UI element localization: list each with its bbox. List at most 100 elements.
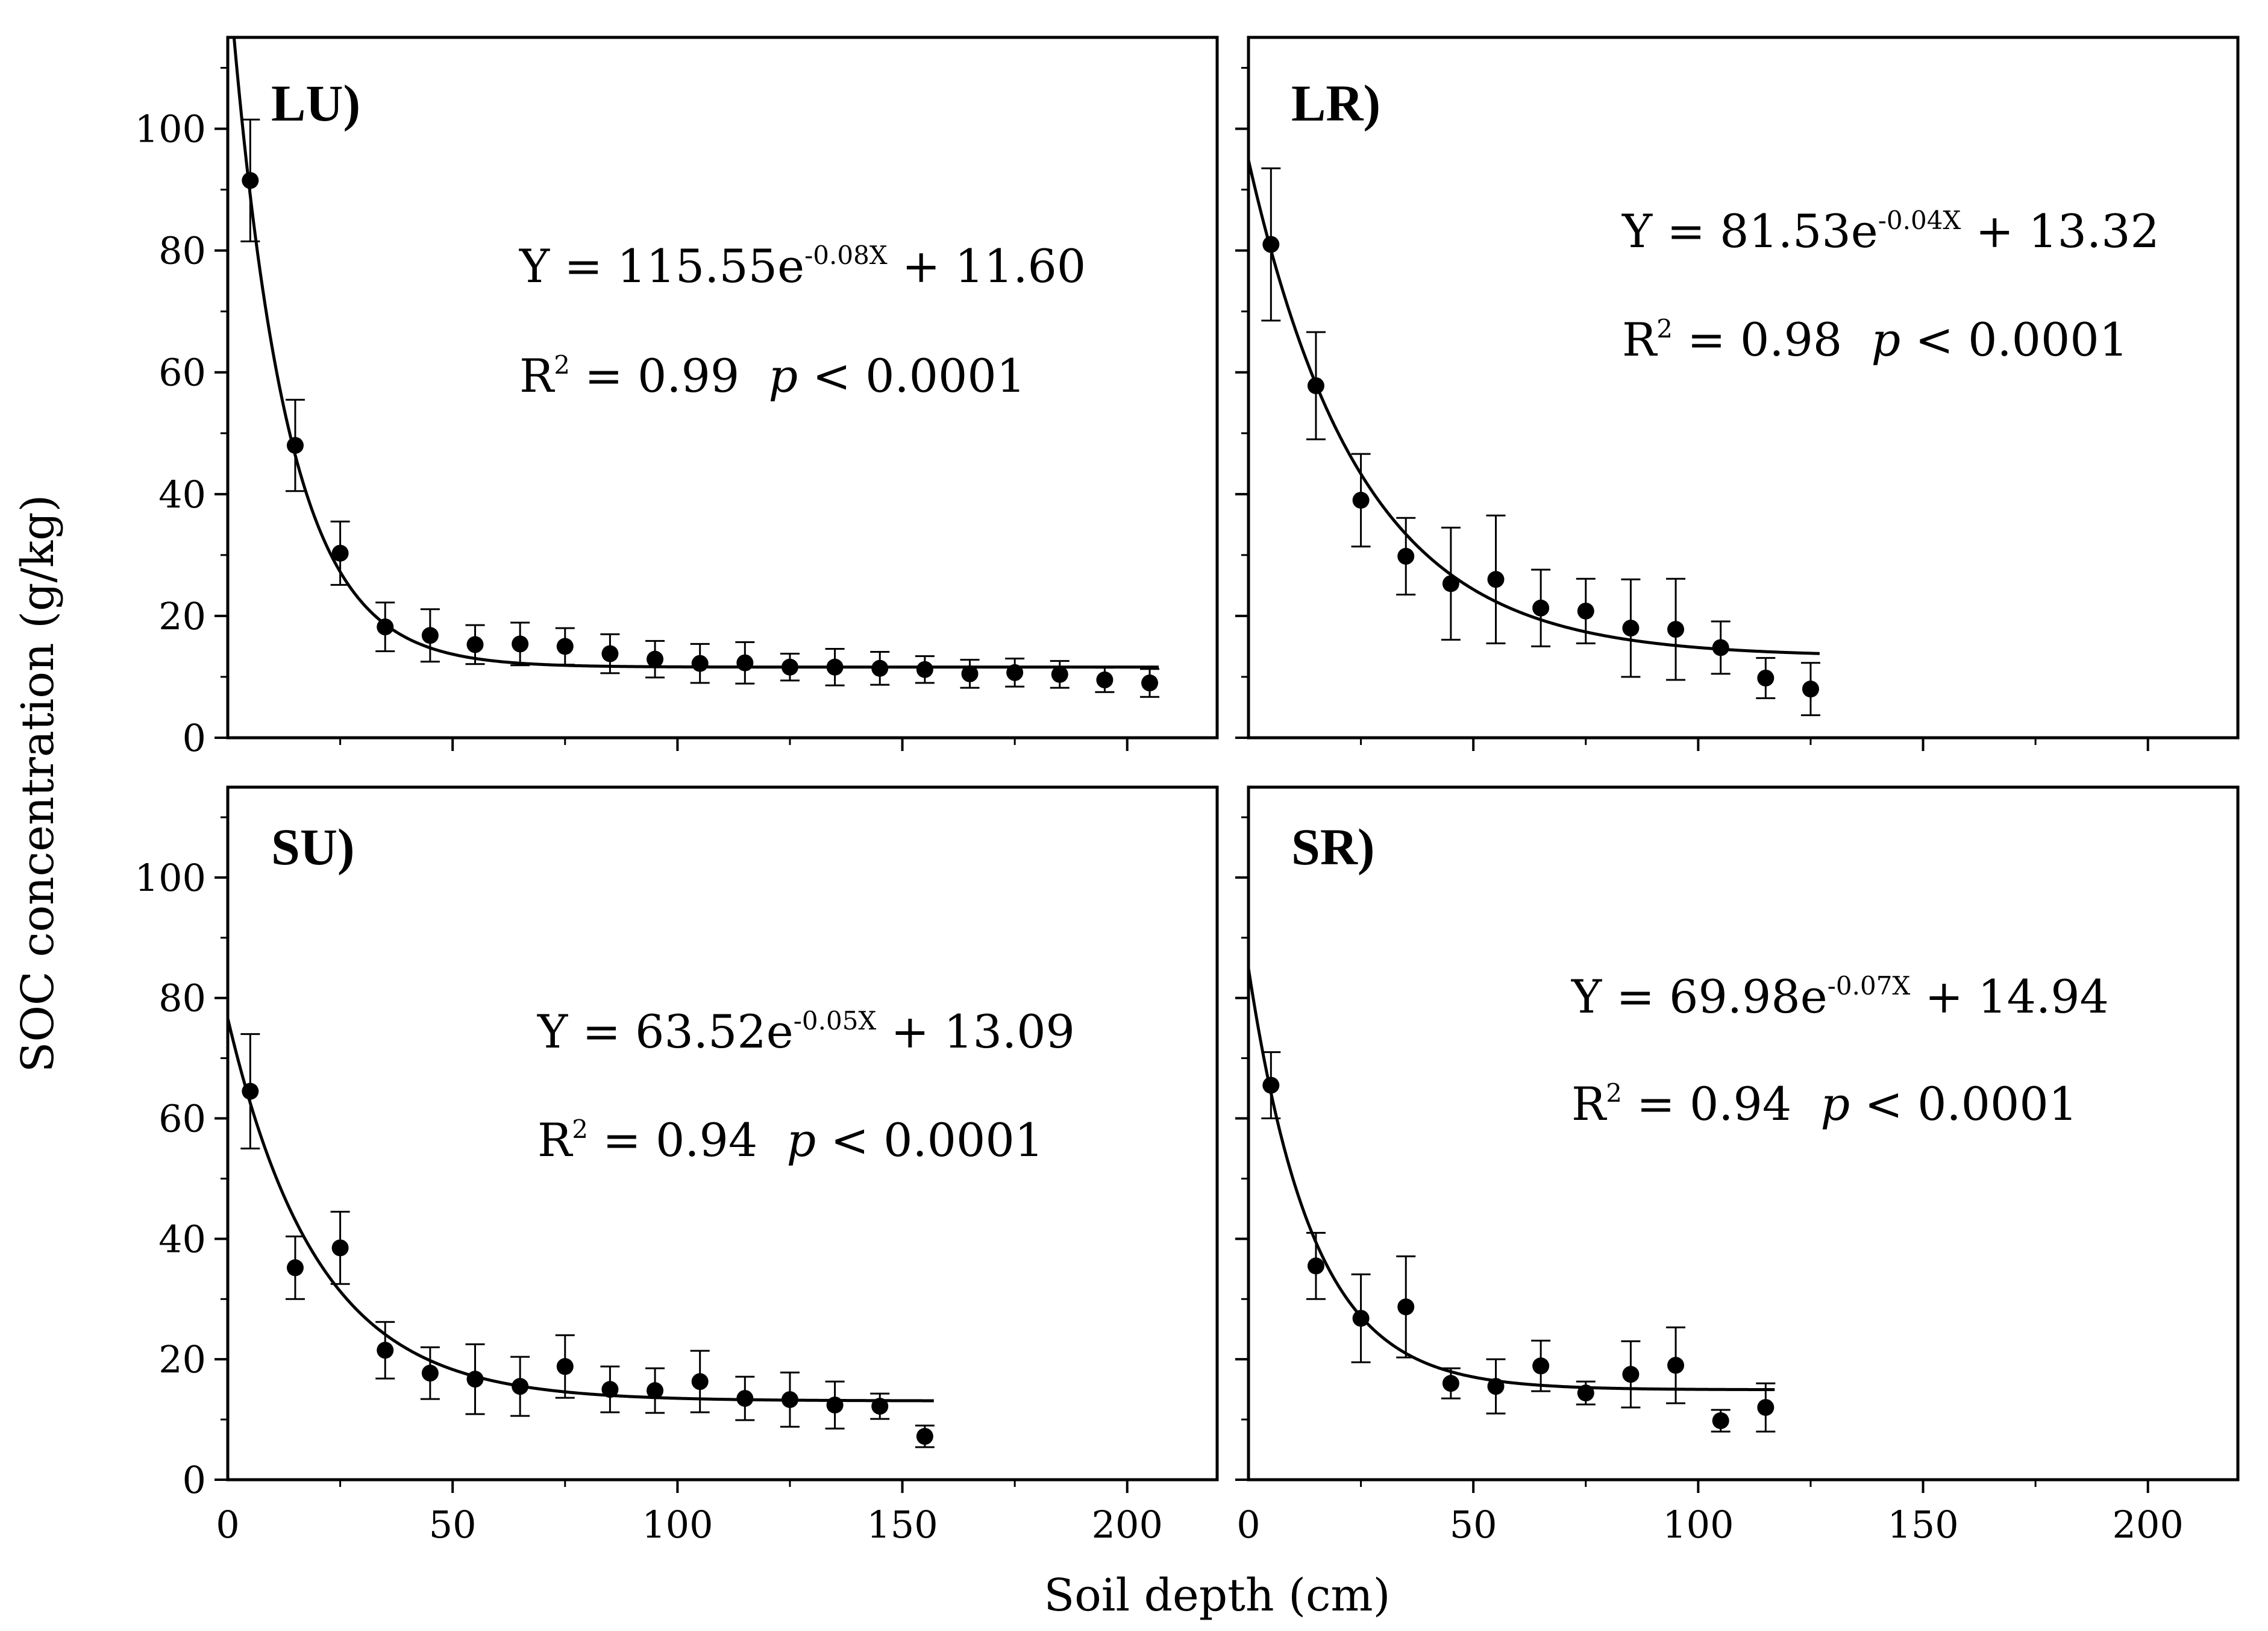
data-point <box>1487 571 1505 588</box>
plot-frame <box>1247 36 2240 740</box>
data-point <box>1757 1399 1775 1416</box>
fit-equation: Y = 63.52e-0.05X + 13.09 <box>537 1005 1075 1058</box>
data-point <box>331 1239 349 1257</box>
y-tick-label: 80 <box>158 976 206 1020</box>
x-tick-label: 200 <box>1092 1503 1163 1547</box>
data-point <box>1397 547 1415 565</box>
data-point <box>1006 664 1024 681</box>
equation-exponent: -0.07X <box>1828 971 1911 1001</box>
data-point <box>1757 669 1775 687</box>
r-squared-value: = 0.94 <box>588 1113 757 1167</box>
data-point <box>1262 236 1280 253</box>
y-tick-label: 60 <box>158 1097 206 1141</box>
fit-curve <box>228 1017 934 1403</box>
data-point <box>1577 602 1594 620</box>
x-tick-label: 0 <box>1236 1503 1260 1547</box>
data-point <box>871 1398 889 1415</box>
panel-label: SU) <box>271 818 355 876</box>
r-squared-symbol: R <box>1571 1077 1608 1131</box>
fit-statistics: R2 = 0.94 p < 0.0001 <box>1571 1077 2078 1131</box>
p-value: < 0.0001 <box>816 1113 1044 1167</box>
y-tick-label: 20 <box>158 1337 206 1381</box>
r-squared-value: = 0.99 <box>570 349 739 403</box>
x-tick-label: 50 <box>429 1503 477 1547</box>
equation-exponent: -0.08X <box>804 240 888 270</box>
x-tick-label: 0 <box>216 1503 239 1547</box>
data-point <box>1667 1357 1685 1374</box>
data-point <box>1802 680 1819 698</box>
x-tick-label: 150 <box>866 1503 938 1547</box>
equation-exponent: -0.04X <box>1878 206 1961 235</box>
panel-label: SR) <box>1291 818 1375 876</box>
p-symbol: p <box>1821 1077 1850 1131</box>
x-tick-label: 150 <box>1887 1503 1958 1547</box>
fit-equation: Y = 115.55e-0.08X + 11.60 <box>519 239 1086 293</box>
data-point <box>826 1397 844 1414</box>
panel-bottom-right: 0 50 100 150 200 SR) Y = 69.98e-0.07X + 14.94 R… <box>1235 785 2240 1547</box>
y-tick-label: 20 <box>158 594 206 638</box>
data-point <box>1442 575 1459 592</box>
data-point <box>1532 1357 1550 1375</box>
plot-frame <box>1247 785 2240 1482</box>
x-tick-label: 100 <box>642 1503 713 1547</box>
data-point <box>647 650 664 668</box>
plot-frame <box>226 785 1219 1482</box>
y-tick-label: 80 <box>158 229 206 273</box>
data-point <box>1352 491 1370 509</box>
fit-curve <box>1248 968 1775 1392</box>
data-point <box>331 544 349 562</box>
equation-tail: + 13.09 <box>876 1005 1075 1058</box>
data-point <box>1307 1257 1324 1275</box>
p-symbol: p <box>1872 313 1901 366</box>
equation-lead: Y = 63.52e <box>537 1005 794 1058</box>
y-tick-label: 0 <box>183 1458 206 1502</box>
data-point <box>1051 665 1068 683</box>
stats-spacer <box>739 349 768 403</box>
r-squared-value: = 0.98 <box>1673 313 1842 366</box>
y-tick-label: 100 <box>135 107 206 151</box>
data-point <box>421 1365 439 1382</box>
data-point <box>1622 1366 1640 1383</box>
data-point <box>1487 1378 1505 1395</box>
data-point <box>1667 621 1685 638</box>
panel-label: LU) <box>271 74 360 132</box>
y-tick-label: 100 <box>135 856 206 900</box>
data-point <box>1096 671 1114 689</box>
fit-statistics: R2 = 0.98 p < 0.0001 <box>1622 313 2128 366</box>
data-point <box>781 658 798 676</box>
data-point <box>1442 1375 1459 1392</box>
data-point <box>512 635 529 653</box>
r-squared-exponent: 2 <box>572 1114 588 1144</box>
r-squared-value: = 0.94 <box>1622 1077 1791 1131</box>
data-point <box>691 655 709 672</box>
x-axis-title: Soil depth (cm) <box>1044 1570 1391 1621</box>
data-point <box>286 436 304 454</box>
data-point <box>466 636 484 653</box>
equation-tail: + 11.60 <box>888 239 1086 293</box>
data-point <box>826 658 844 676</box>
equation-lead: Y = 81.53e <box>1621 204 1878 258</box>
p-value: < 0.0001 <box>1900 313 2128 366</box>
data-point <box>466 1371 484 1388</box>
data-point <box>377 1342 394 1359</box>
y-tick-label: 60 <box>158 351 206 395</box>
data-point <box>512 1378 529 1395</box>
p-symbol: p <box>769 349 798 403</box>
panel-bottom-left: 0 20 40 60 80 100 0 50 100 150 200 SU) Y = 63.52e-0.… <box>135 785 1219 1547</box>
fit-equation: Y = 69.98e-0.07X + 14.94 <box>1571 970 2109 1023</box>
equation-tail: + 14.94 <box>1910 970 2109 1023</box>
data-point <box>736 654 754 671</box>
r-squared-symbol: R <box>519 349 556 403</box>
data-point <box>736 1390 754 1407</box>
data-point <box>242 1083 259 1100</box>
data-point <box>1397 1298 1415 1316</box>
stats-spacer <box>1791 1077 1820 1131</box>
fit-statistics: R2 = 0.94 p < 0.0001 <box>537 1113 1044 1167</box>
data-point <box>647 1382 664 1400</box>
data-point <box>556 1358 574 1375</box>
data-point <box>1712 1412 1729 1430</box>
stats-spacer <box>1842 313 1871 366</box>
data-point <box>916 661 933 678</box>
data-point <box>781 1391 798 1409</box>
